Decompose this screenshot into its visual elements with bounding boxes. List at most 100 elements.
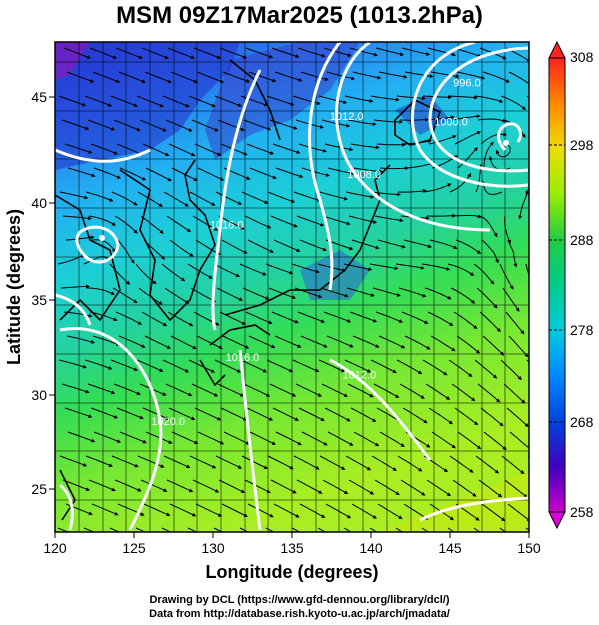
streamline: [214, 95, 243, 107]
streamline: [222, 71, 251, 83]
colorbar-tick-labels: 308 298 288 278 268 258: [570, 49, 594, 520]
streamline: [84, 95, 113, 107]
streamline: [395, 527, 404, 532]
streamline: [297, 47, 326, 58]
colorbar-ticks: [549, 144, 565, 423]
streamline: [421, 527, 430, 532]
streamline: [215, 455, 243, 469]
y-tick-marks: [49, 96, 55, 490]
streamline: [168, 407, 196, 421]
streamline: [66, 335, 96, 344]
cold-region: [300, 250, 370, 300]
streamline: [325, 503, 352, 519]
streamline: [113, 119, 141, 132]
streamline: [165, 383, 193, 397]
streamline: [375, 47, 405, 57]
streamline: [213, 263, 241, 277]
isobar-label: 996.0: [453, 78, 481, 90]
streamline: [141, 311, 168, 327]
streamline: [344, 359, 372, 373]
streamline: [244, 215, 272, 229]
streamline: [397, 455, 423, 472]
streamline: [324, 143, 354, 152]
streamline: [352, 335, 380, 348]
streamline: [247, 503, 274, 518]
streamline: [473, 263, 495, 285]
streamline: [482, 335, 505, 356]
streamline: [63, 47, 92, 59]
streamline: [192, 479, 220, 493]
streamline: [449, 455, 474, 473]
x-tick-label: 150: [517, 540, 541, 556]
cold-region: [55, 42, 240, 170]
streamline: [428, 407, 454, 425]
streamline: [162, 359, 190, 373]
streamline: [372, 287, 401, 297]
streamline: [457, 147, 478, 169]
y-tick-label: 35: [31, 292, 47, 308]
streamline: [241, 455, 268, 469]
streamline: [161, 263, 186, 282]
streamline: [424, 287, 452, 300]
streamline: [482, 71, 511, 83]
streamline: [327, 431, 354, 446]
warm-region: [380, 470, 529, 532]
streamline: [135, 527, 147, 532]
streamline: [167, 47, 195, 60]
x-axis-label: Longitude (degrees): [205, 562, 378, 582]
streamline: [220, 407, 248, 421]
isobar-label: 1012.0: [343, 369, 377, 381]
isobar-label: 1016.0: [226, 352, 260, 364]
streamline: [119, 431, 147, 444]
low-center-marker: [503, 140, 509, 146]
streamline: [401, 47, 431, 56]
streamline: [248, 71, 277, 83]
streamline: [501, 455, 525, 475]
streamline: [422, 359, 448, 376]
streamline: [246, 407, 274, 421]
streamline: [324, 407, 351, 422]
streamline: [292, 95, 321, 105]
streamline: [475, 455, 500, 474]
streamline: [110, 95, 138, 108]
x-tick-label: 125: [122, 540, 146, 556]
streamline: [353, 167, 383, 174]
streamline: [295, 383, 323, 397]
streamline: [245, 311, 273, 325]
streamline: [191, 383, 219, 397]
streamline: [188, 95, 216, 108]
streamline: [164, 287, 190, 304]
streamline: [370, 95, 400, 102]
streamline: [143, 503, 171, 517]
streamline: [270, 215, 298, 228]
isobars: [55, 42, 529, 531]
streamline: [379, 166, 409, 171]
streamline: [275, 431, 302, 446]
streamline: [88, 215, 117, 226]
colorbar-tick-label: 298: [570, 137, 594, 153]
streamline: [349, 311, 378, 323]
colorbar-tick-label: 268: [570, 414, 594, 430]
streamline: [507, 503, 529, 522]
streamline: [192, 215, 219, 231]
streamline: [194, 407, 222, 421]
streamline: [219, 311, 247, 325]
streamline: [140, 215, 164, 234]
streamline: [377, 503, 403, 520]
streamline: [350, 143, 380, 150]
streamline: [110, 359, 138, 371]
streamline: [323, 311, 352, 323]
streamline: [320, 287, 349, 298]
streamline: [92, 335, 121, 346]
streamline: [399, 383, 425, 399]
streamline: [454, 407, 479, 426]
streamline: [530, 384, 549, 403]
streamline: [273, 503, 300, 518]
streamline: [473, 527, 481, 532]
streamline: [369, 527, 378, 532]
streamline: [456, 71, 486, 80]
streamline: [528, 167, 529, 173]
credit-data-source: Data from http://database.rish.kyoto-u.a…: [149, 608, 450, 620]
streamline: [243, 383, 271, 397]
